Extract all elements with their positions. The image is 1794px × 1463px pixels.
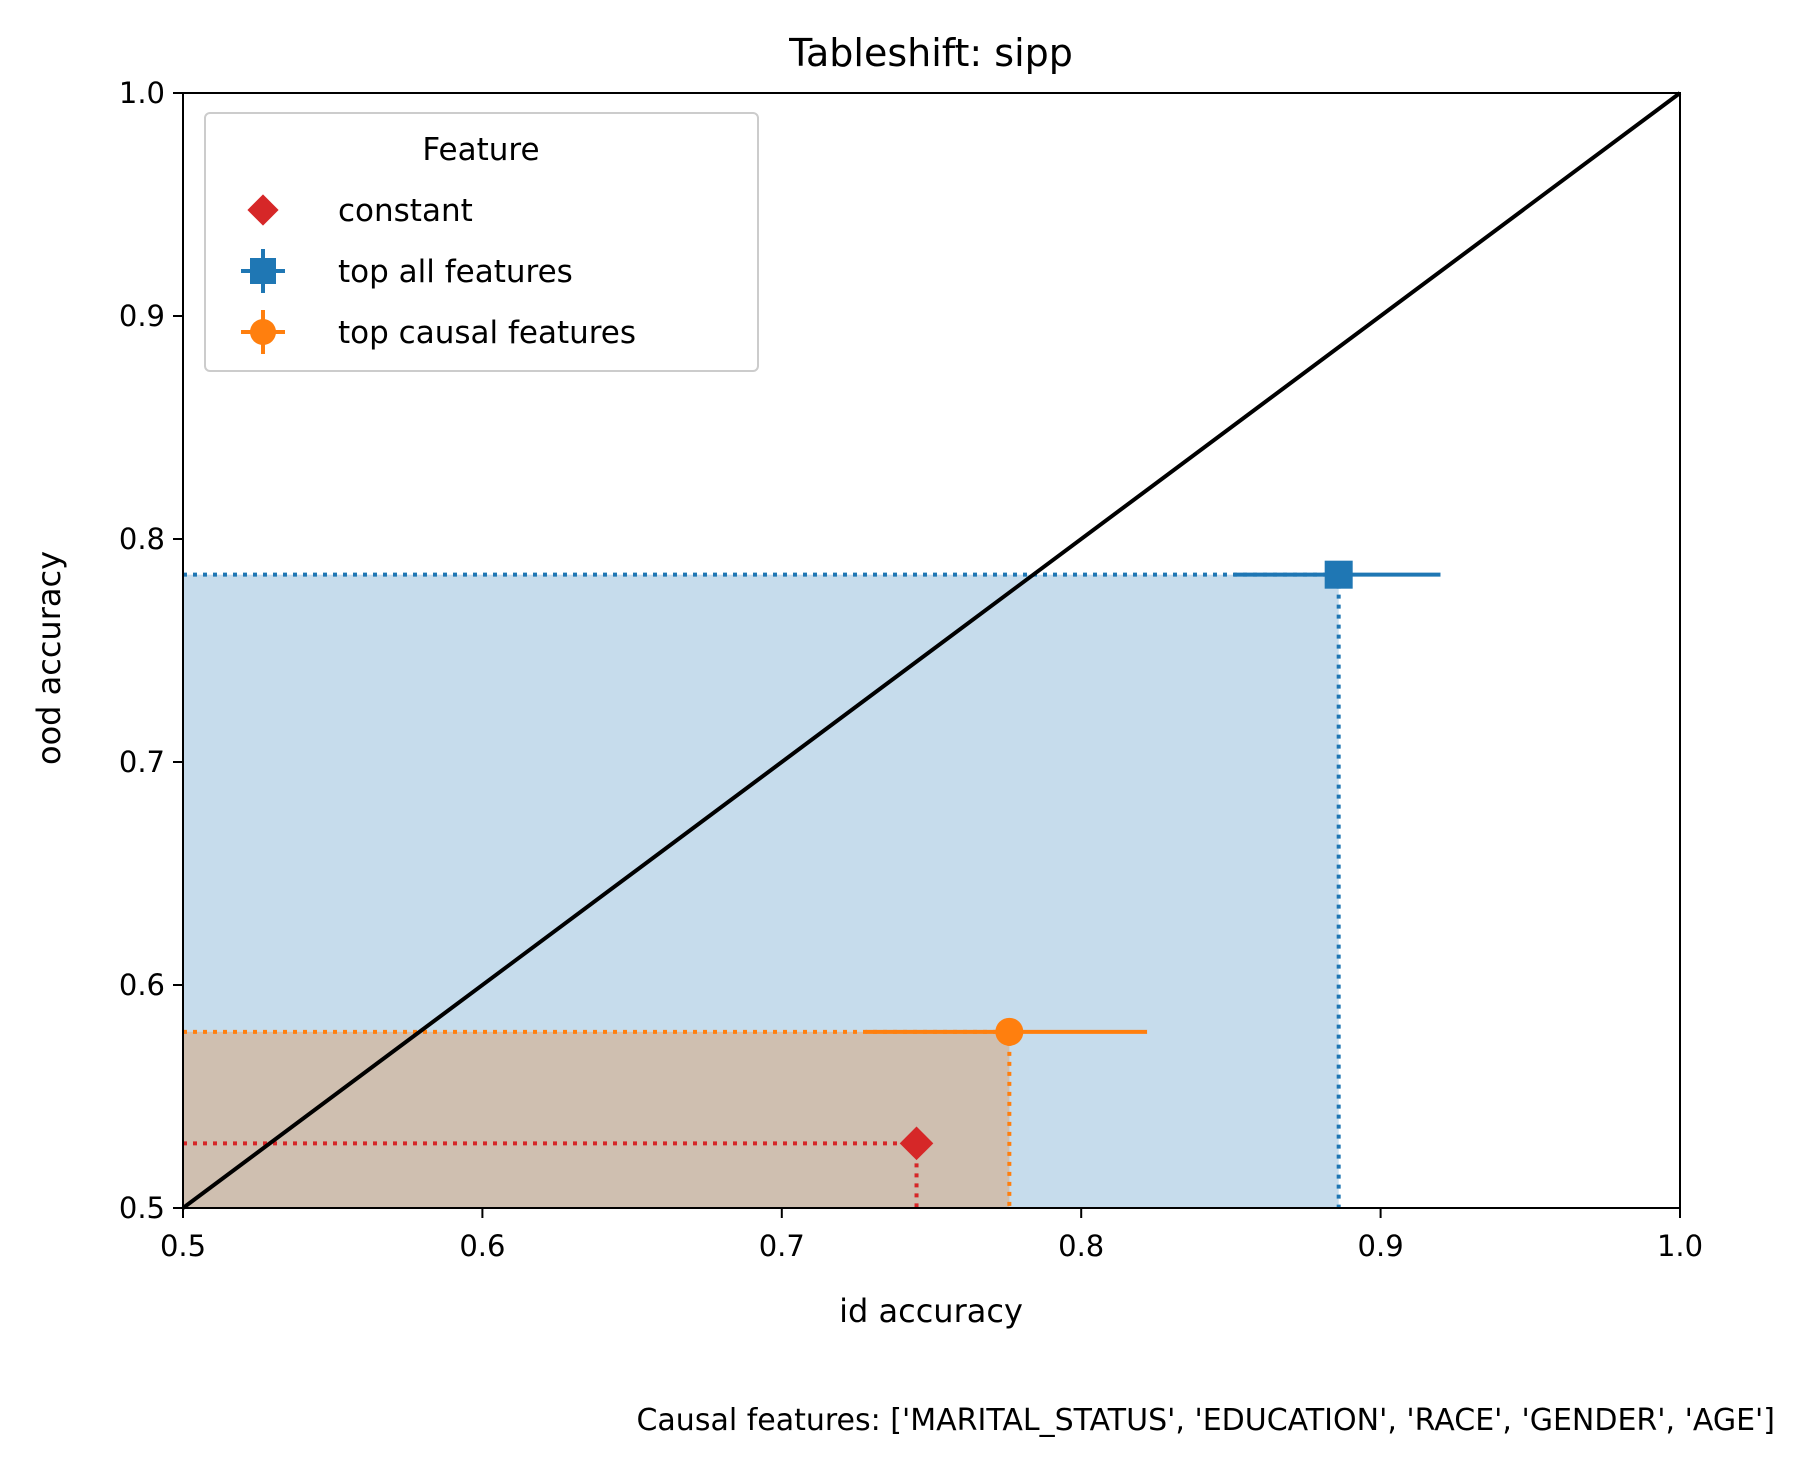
y-tick-label: 0.6: [119, 968, 165, 1002]
x-tick-label: 1.0: [1657, 1229, 1703, 1263]
marker-constant: [899, 1126, 934, 1161]
x-tick-label: 0.6: [459, 1229, 505, 1263]
legend-marker-top-all-features: [250, 258, 276, 284]
y-tick-label: 0.5: [119, 1191, 165, 1225]
legend-marker-top-causal-features: [250, 319, 276, 345]
legend-title: Feature: [422, 132, 539, 168]
data-markers: [899, 560, 1353, 1161]
shaded-regions: [183, 574, 1339, 1208]
legend-marker-constant: [247, 194, 279, 226]
y-axis-label: ood accuracy: [30, 551, 68, 765]
x-tick-label: 0.5: [160, 1229, 206, 1263]
causal-features-caption: Causal features: ['MARITAL_STATUS', 'EDU…: [636, 1403, 1775, 1438]
x-axis-ticks: 0.5 0.6 0.7 0.8 0.9 1.0: [160, 1208, 1703, 1263]
legend-label-top-causal-features: top causal features: [338, 315, 636, 351]
legend-box: [204, 112, 759, 372]
y-axis-ticks: 0.5 0.6 0.7 0.8 0.9 1.0: [119, 76, 183, 1225]
y-tick-label: 0.9: [119, 299, 165, 333]
marker-top-all-features: [1324, 560, 1353, 589]
y-tick-label: 0.7: [119, 745, 165, 779]
chart-title: Tableshift: sipp: [788, 31, 1073, 75]
x-tick-label: 0.7: [759, 1229, 805, 1263]
legend-label-top-all-features: top all features: [338, 254, 573, 290]
y-tick-label: 0.8: [119, 522, 165, 556]
marker-top-causal-features: [995, 1017, 1024, 1046]
plot-frame: [182, 92, 1681, 1209]
x-axis-label: id accuracy: [839, 1292, 1023, 1330]
legend: Feature constant top all features top caus…: [204, 112, 759, 372]
diagonal-line: [181, 91, 1682, 1210]
y-tick-label: 1.0: [119, 76, 165, 110]
x-tick-label: 0.8: [1058, 1229, 1104, 1263]
legend-label-constant: constant: [338, 193, 473, 229]
shade-top-causal-features: [183, 1031, 1010, 1208]
x-tick-label: 0.9: [1358, 1229, 1404, 1263]
